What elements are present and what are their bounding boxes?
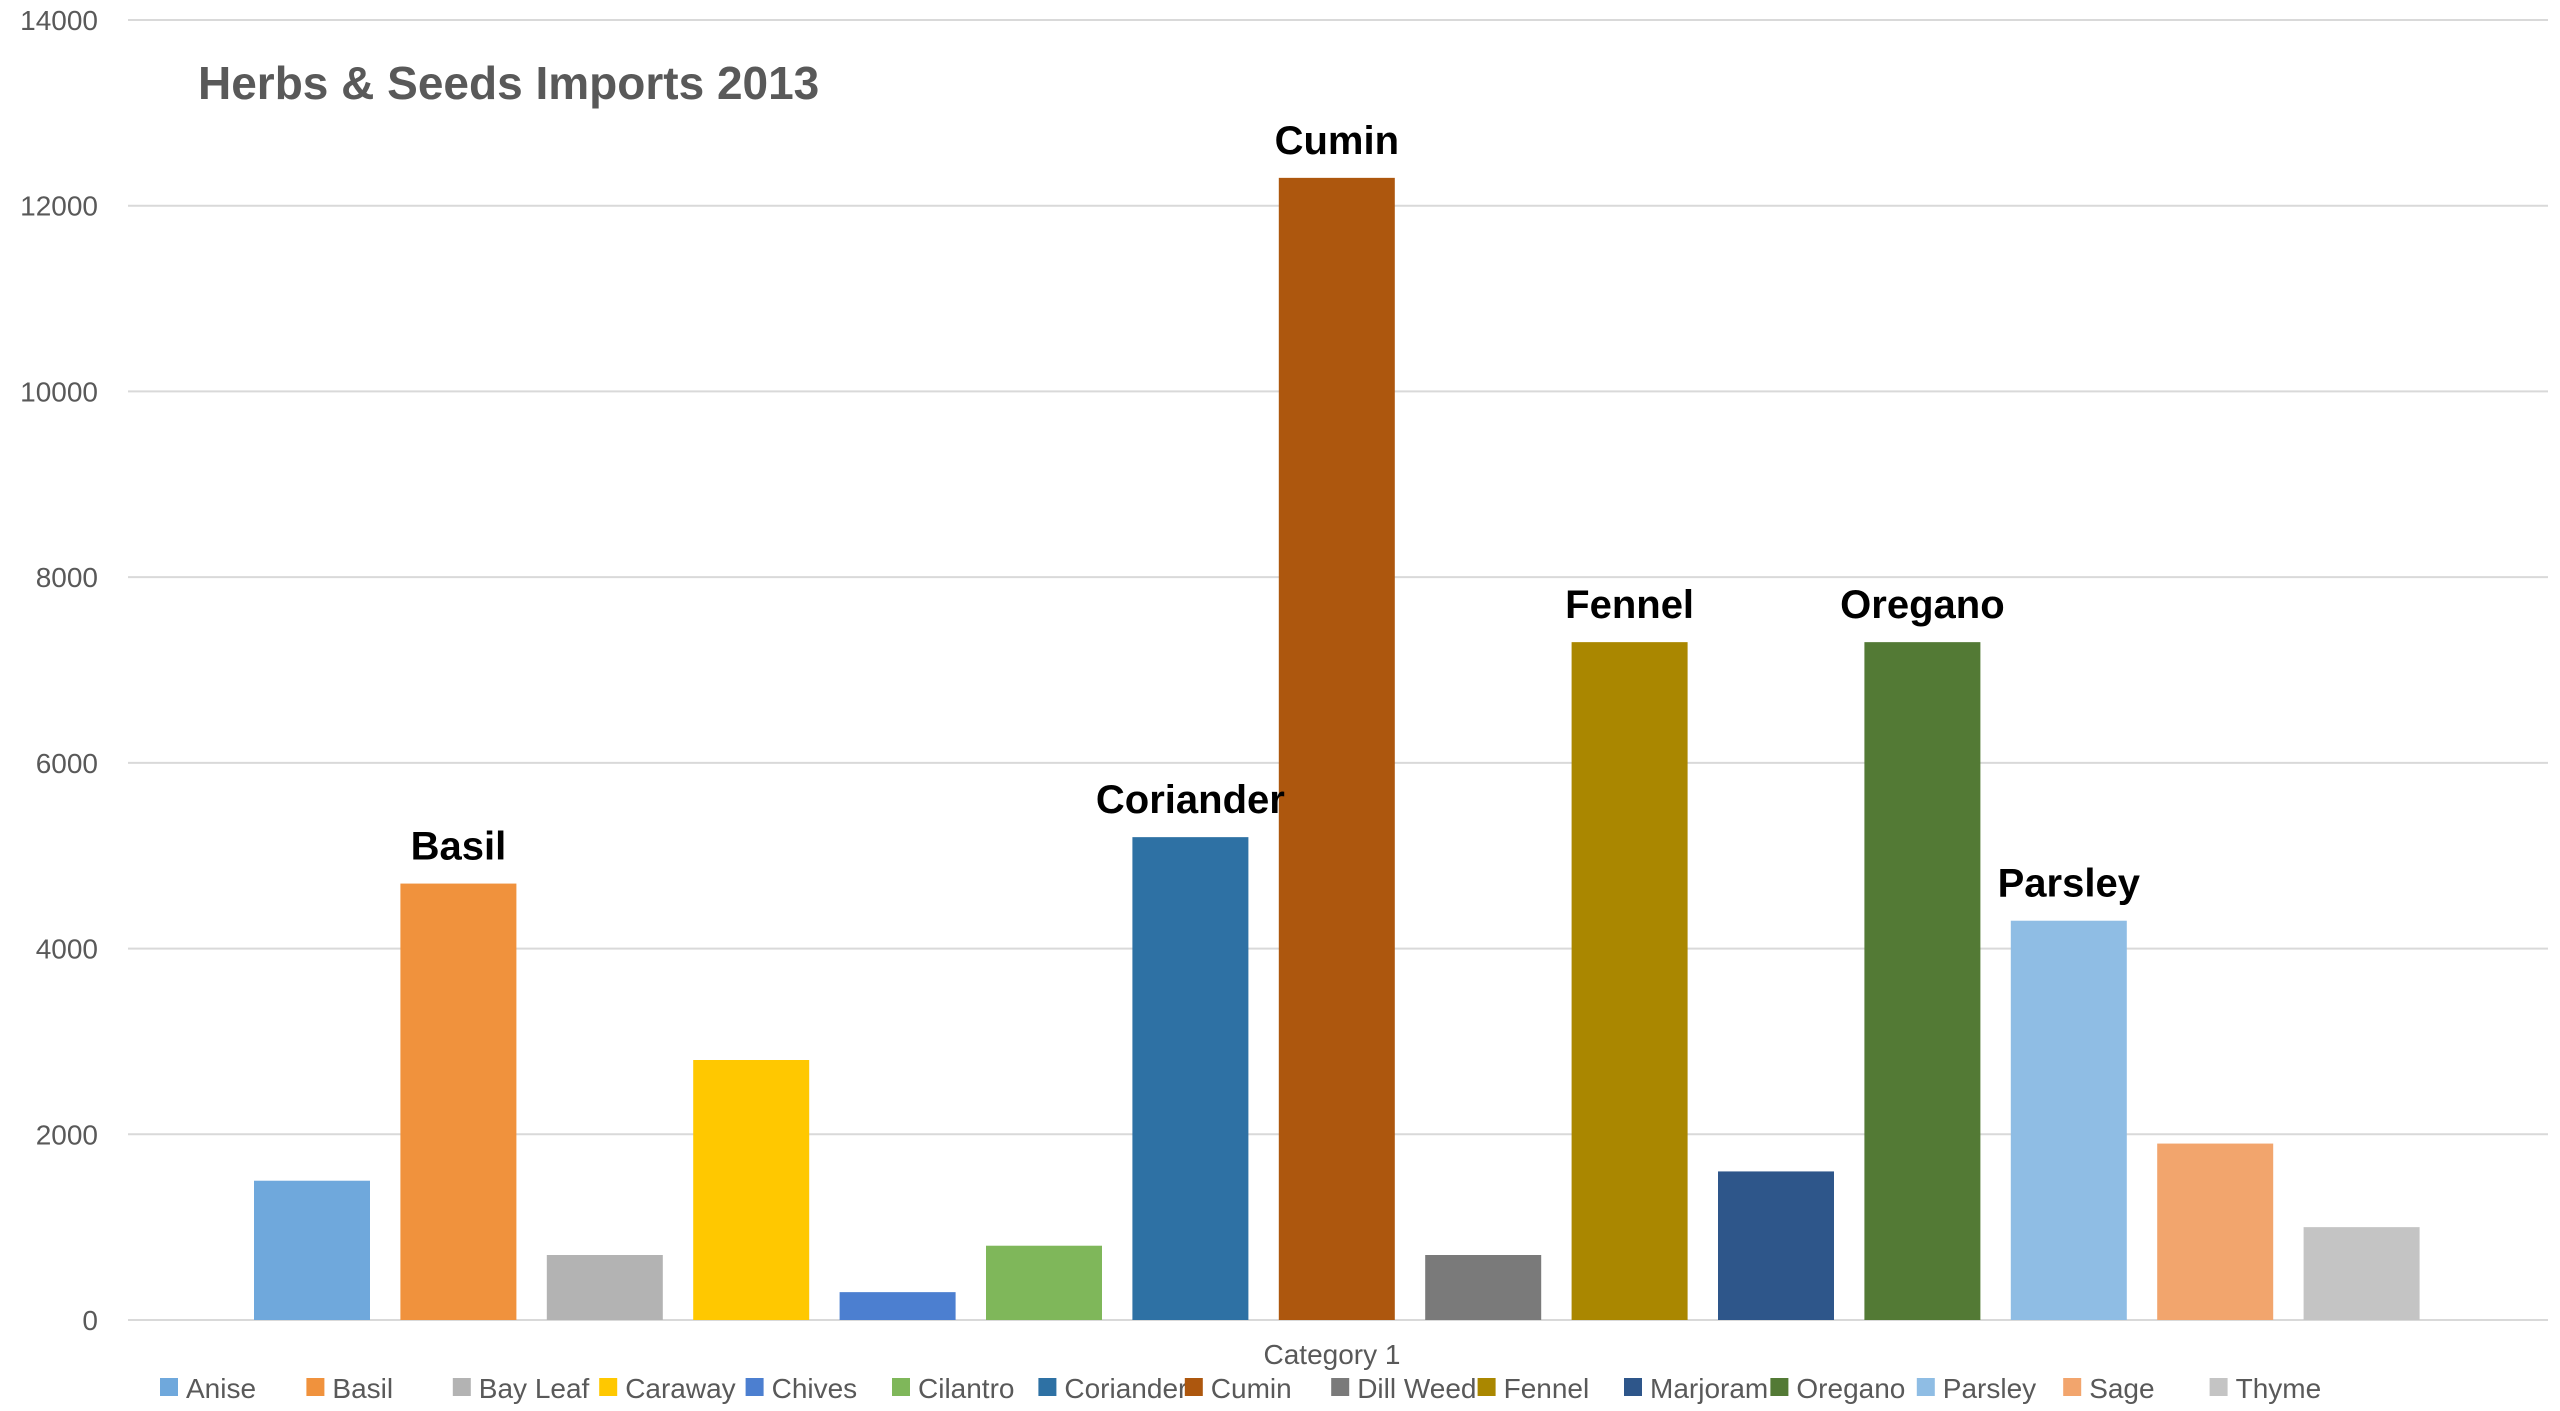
data-label: Oregano bbox=[1840, 583, 2004, 627]
legend-item: Coriander bbox=[1038, 1373, 1187, 1404]
bar-fennel bbox=[1571, 642, 1688, 1320]
y-tick-label: 4000 bbox=[36, 934, 98, 965]
legend-swatch bbox=[306, 1378, 325, 1396]
bar-basil bbox=[400, 883, 517, 1320]
data-label: Coriander bbox=[1096, 778, 1285, 822]
data-label: Cumin bbox=[1275, 119, 1399, 163]
legend-label: Coriander bbox=[1064, 1373, 1187, 1404]
legend-swatch bbox=[745, 1378, 764, 1396]
y-tick-label: 6000 bbox=[36, 748, 98, 779]
y-tick-label: 12000 bbox=[20, 191, 98, 222]
y-axis-ticks: 0 2000 4000 6000 8000 10000 12000 14000 bbox=[20, 5, 98, 1336]
legend-item: Oregano bbox=[1770, 1373, 1905, 1404]
data-labels: Basil Coriander Cumin Fennel Oregano Parsley bbox=[411, 119, 2141, 906]
legend-item: Fennel bbox=[1477, 1373, 1590, 1404]
legend-swatch bbox=[1916, 1378, 1935, 1396]
legend-item: Bay Leaf bbox=[452, 1373, 590, 1404]
legend-swatch bbox=[1038, 1378, 1057, 1396]
legend-swatch bbox=[1624, 1378, 1642, 1396]
legend-swatch bbox=[452, 1378, 471, 1396]
bar-caraway bbox=[693, 1060, 810, 1320]
legend-item: Parsley bbox=[1916, 1373, 2036, 1404]
legend-swatch bbox=[599, 1378, 618, 1396]
legend-label: Marjoram bbox=[1650, 1373, 1768, 1404]
bar-coriander bbox=[1132, 837, 1249, 1320]
bar-cumin bbox=[1278, 177, 1395, 1320]
legend-label: Cilantro bbox=[918, 1373, 1014, 1404]
legend-label: Anise bbox=[186, 1373, 256, 1404]
y-tick-label: 0 bbox=[82, 1305, 98, 1336]
legend-label: Thyme bbox=[2236, 1373, 2322, 1404]
legend-label: Bay Leaf bbox=[479, 1373, 590, 1404]
legend-swatch bbox=[2209, 1378, 2228, 1396]
bar-dill-weed bbox=[1425, 1255, 1542, 1320]
data-label: Basil bbox=[411, 825, 507, 869]
legend-item: Caraway bbox=[599, 1373, 736, 1404]
bar-anise bbox=[254, 1180, 370, 1320]
legend-swatch bbox=[1331, 1378, 1350, 1396]
legend-label: Sage bbox=[2089, 1373, 2154, 1404]
data-label: Parsley bbox=[1998, 862, 2141, 906]
legend-item: Dill Weed bbox=[1331, 1373, 1477, 1404]
bar-chives bbox=[839, 1292, 956, 1320]
legend-swatch bbox=[892, 1378, 910, 1396]
legend-label: Oregano bbox=[1796, 1373, 1905, 1404]
y-tick-label: 10000 bbox=[20, 376, 98, 407]
bar-parsley bbox=[2010, 920, 2127, 1320]
legend-label: Chives bbox=[772, 1373, 858, 1404]
legend-item: Cilantro bbox=[892, 1373, 1014, 1404]
legend: Anise Basil Bay Leaf Caraway Chives Cilantro C… bbox=[160, 1373, 2321, 1404]
data-label: Fennel bbox=[1565, 583, 1694, 627]
legend-swatch bbox=[1477, 1378, 1496, 1396]
legend-swatch bbox=[2063, 1378, 2082, 1396]
bar-bay-leaf bbox=[546, 1255, 663, 1320]
legend-item: Basil bbox=[306, 1373, 393, 1404]
legend-item: Sage bbox=[2063, 1373, 2155, 1404]
legend-item: Marjoram bbox=[1624, 1373, 1768, 1404]
legend-label: Fennel bbox=[1504, 1373, 1590, 1404]
legend-swatch bbox=[160, 1378, 178, 1396]
y-tick-label: 14000 bbox=[20, 5, 98, 36]
y-tick-label: 8000 bbox=[36, 562, 98, 593]
legend-item: Thyme bbox=[2209, 1373, 2322, 1404]
legend-label: Parsley bbox=[1943, 1373, 2036, 1404]
legend-swatch bbox=[1184, 1378, 1203, 1396]
legend-item: Chives bbox=[745, 1373, 858, 1404]
bar-thyme bbox=[2303, 1227, 2420, 1320]
bar-marjoram bbox=[1718, 1171, 1834, 1320]
x-axis-ticks: Category 1 bbox=[1264, 1339, 1401, 1370]
chart-title: Herbs & Seeds Imports 2013 bbox=[198, 57, 820, 109]
legend-item: Anise bbox=[160, 1373, 256, 1404]
legend-swatch bbox=[1770, 1378, 1789, 1396]
x-tick-label: Category 1 bbox=[1264, 1339, 1401, 1370]
bars bbox=[254, 177, 2420, 1320]
legend-item: Cumin bbox=[1184, 1373, 1292, 1404]
bar-oregano bbox=[1864, 642, 1981, 1320]
y-tick-label: 2000 bbox=[36, 1119, 98, 1150]
bar-sage bbox=[2157, 1143, 2274, 1320]
legend-label: Dill Weed bbox=[1357, 1373, 1476, 1404]
bar-cilantro bbox=[986, 1245, 1102, 1320]
legend-label: Basil bbox=[332, 1373, 393, 1404]
legend-label: Cumin bbox=[1211, 1373, 1292, 1404]
legend-label: Caraway bbox=[625, 1373, 735, 1404]
